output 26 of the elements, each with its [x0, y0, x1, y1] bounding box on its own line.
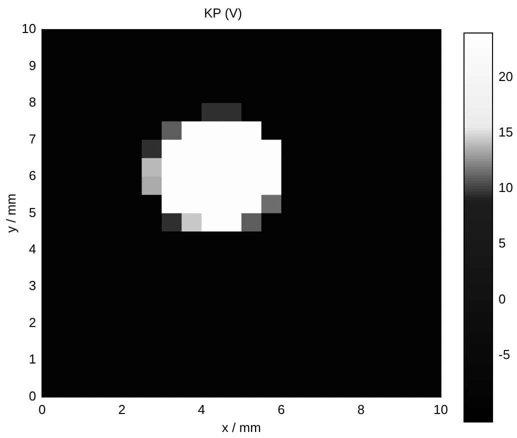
color-bar-label: 5 [498, 236, 506, 251]
y-tick-label: 9 [28, 58, 36, 73]
x-axis-title: x / mm [222, 420, 261, 435]
y-tick-label: 2 [28, 314, 36, 330]
x-tick-label: 8 [357, 402, 365, 418]
y-tick-label: 0 [28, 388, 36, 404]
x-tick-label: 6 [278, 402, 285, 418]
y-axis-title: y / mm [3, 194, 18, 233]
y-tick-label: 7 [28, 131, 36, 146]
color-bar-label: 0 [498, 291, 506, 306]
color-bar-label: 10 [498, 180, 514, 196]
y-tick-label: 5 [28, 204, 36, 220]
y-tick-label: 1 [28, 352, 36, 367]
color-bar-label: -5 [498, 346, 510, 362]
chart-title: KP (V) [204, 5, 242, 20]
y-tick-label: 8 [28, 94, 36, 110]
x-tick-label: 2 [118, 402, 126, 418]
x-tick-label: 10 [434, 402, 448, 418]
color-bar-label: 20 [498, 69, 514, 84]
x-tick-label: 0 [38, 402, 46, 418]
x-tick-label: 4 [198, 402, 206, 418]
color-bar-label: 15 [498, 124, 514, 140]
y-tick-label: 10 [22, 21, 36, 36]
y-tick-label: 4 [28, 242, 36, 256]
y-tick-label: 6 [28, 168, 36, 184]
y-tick-label: 3 [28, 278, 36, 294]
